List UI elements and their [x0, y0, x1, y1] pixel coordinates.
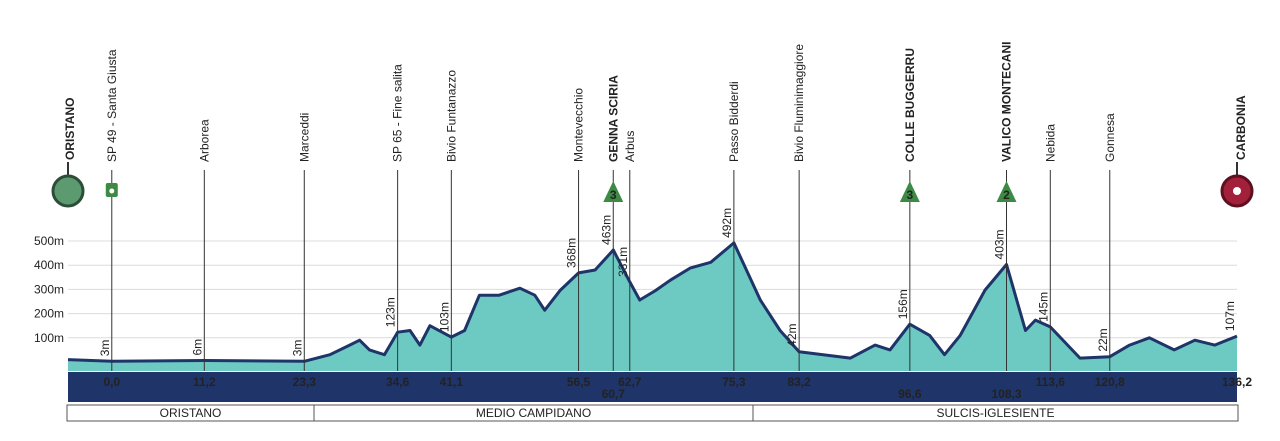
waypoint-name: Arbus [623, 131, 637, 162]
elevation-label: 403m [993, 229, 1007, 259]
km-label: 0,0 [103, 375, 120, 389]
start-name: ORISTANO [63, 98, 77, 160]
elevation-label: 463m [599, 215, 613, 245]
climb-badge [603, 181, 624, 202]
km-label: 34,6 [386, 375, 410, 389]
km-label: 11,2 [193, 375, 216, 389]
elevation-label: 3m [290, 340, 304, 357]
waypoint-name: GENNA SCIRIA [606, 75, 620, 162]
km-label: 41,1 [440, 375, 464, 389]
waypoint-name: Arborea [197, 119, 211, 162]
waypoint-name: Bivio Funtanazzo [444, 70, 458, 162]
elevation-label: 22m [1096, 328, 1110, 351]
elevation-label: 331m [616, 247, 630, 277]
region-band [66, 404, 1239, 422]
elevation-label: 368m [565, 238, 579, 268]
km-band [68, 372, 1237, 402]
elevation-label: 42m [785, 323, 799, 346]
elevation-label: 107m [1223, 301, 1237, 331]
start-marker [51, 174, 85, 208]
waypoint-name: Passo Bidderdi [727, 81, 741, 162]
km-label: 120,8 [1095, 375, 1125, 389]
elevation-label: 145m [1036, 292, 1050, 322]
y-tick-label: 100m [34, 331, 64, 345]
km-label: 96,6 [898, 387, 922, 401]
climb-category: 2 [1003, 188, 1010, 202]
km-label: 62,7 [618, 375, 642, 389]
waypoint-name: Bivio Fluminimaggiore [792, 44, 806, 162]
elevation-label: 103m [437, 302, 451, 332]
km-label: 136,2 [1222, 375, 1252, 389]
y-tick-label: 400m [34, 258, 64, 272]
region-name: ORISTANO [160, 406, 222, 420]
waypoint-name: Marceddi [297, 113, 311, 162]
elevation-label: 6m [190, 339, 204, 356]
waypoint-name: COLLE BUGGERRU [903, 48, 917, 162]
finish-dot [1233, 187, 1241, 195]
waypoint-name: VALICO MONTECANI [1000, 42, 1014, 162]
climb-badge [899, 181, 920, 202]
region-name: MEDIO CAMPIDANO [476, 406, 591, 420]
km-label: 23,3 [293, 375, 317, 389]
elevation-label: 123m [384, 297, 398, 327]
elevation-label: 156m [896, 289, 910, 319]
finish-name: CARBONIA [1234, 95, 1248, 160]
climb-badge [996, 181, 1017, 202]
waypoint-name: SP 49 - Santa Giusta [105, 49, 119, 162]
km-label: 113,6 [1036, 375, 1066, 389]
y-tick-label: 200m [34, 307, 64, 321]
waypoint-name: Gonnesa [1103, 113, 1117, 162]
waypoint-icon-dot [109, 188, 115, 194]
y-tick-label: 300m [34, 282, 64, 296]
elevation-label: 492m [720, 208, 734, 238]
elevation-label: 3m [98, 340, 112, 357]
region-name: SULCIS-IGLESIENTE [936, 406, 1054, 420]
climb-category: 3 [907, 188, 914, 202]
y-tick-label: 500m [34, 234, 64, 248]
km-label: 108,3 [991, 387, 1021, 401]
profile-line [67, 241, 1238, 363]
climb-category: 3 [610, 188, 617, 202]
profile-area [68, 242, 1237, 371]
km-label: 75,3 [722, 375, 746, 389]
waypoint-name: SP 65 - Fine salita [391, 64, 405, 162]
km-label: 83,2 [787, 375, 811, 389]
waypoint-name: Montevecchio [572, 88, 586, 162]
km-label: 56,5 [567, 375, 591, 389]
km-label: 60,7 [602, 387, 626, 401]
waypoint-name: Nebida [1043, 124, 1057, 162]
